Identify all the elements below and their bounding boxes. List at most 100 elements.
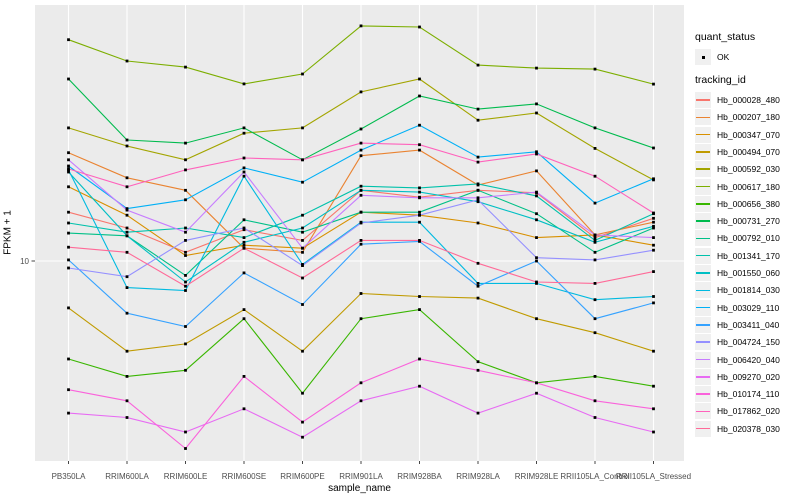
legend-item-label: Hb_001814_030 xyxy=(717,285,780,296)
legend-item-Hb_001341_170: Hb_001341_170 xyxy=(695,247,780,264)
legend-item-Hb_001814_030: Hb_001814_030 xyxy=(695,282,780,299)
data-point xyxy=(359,24,363,28)
data-point xyxy=(301,264,304,267)
legend-item-Hb_000792_010: Hb_000792_010 xyxy=(695,230,780,247)
legend-item-Hb_000347_070: Hb_000347_070 xyxy=(695,126,780,143)
legend-line-icon xyxy=(696,341,710,343)
legend-line-icon xyxy=(696,358,710,361)
legend-line-icon xyxy=(696,116,710,119)
x-tick-label: RRIM901LA xyxy=(339,472,383,481)
data-point xyxy=(301,158,304,162)
data-point xyxy=(418,94,421,98)
data-point xyxy=(242,240,246,244)
data-point xyxy=(476,360,480,364)
data-point xyxy=(652,236,655,239)
legend-item-Hb_000494_070: Hb_000494_070 xyxy=(695,143,780,160)
data-point xyxy=(593,239,597,242)
legend-key-swatch xyxy=(695,230,711,247)
data-point xyxy=(67,306,70,310)
data-point xyxy=(359,90,363,94)
data-point xyxy=(184,430,187,434)
data-point xyxy=(184,230,187,234)
data-point xyxy=(593,67,597,71)
data-point xyxy=(359,188,363,192)
data-point xyxy=(535,150,538,154)
data-point xyxy=(242,228,246,232)
data-point xyxy=(652,295,655,298)
data-point xyxy=(67,158,70,162)
data-point xyxy=(593,331,597,335)
data-point xyxy=(184,226,187,230)
data-point xyxy=(242,236,246,239)
legend-item-Hb_020378_030: Hb_020378_030 xyxy=(695,420,780,437)
legend-item-Hb_001550_060: Hb_001550_060 xyxy=(695,265,780,281)
legend-key-swatch xyxy=(695,265,711,281)
data-point xyxy=(184,168,187,172)
data-point xyxy=(418,295,421,298)
legend-key-swatch xyxy=(695,213,711,230)
legend-line-icon xyxy=(696,151,710,153)
data-point xyxy=(301,126,304,130)
data-point xyxy=(184,325,187,328)
data-point xyxy=(242,170,246,174)
data-point xyxy=(301,239,304,242)
data-point xyxy=(242,218,246,222)
data-point xyxy=(535,194,538,198)
data-point xyxy=(476,188,480,192)
data-point xyxy=(652,224,655,228)
data-point xyxy=(184,280,187,284)
data-point xyxy=(593,240,597,244)
legend-key-swatch xyxy=(695,92,711,108)
data-point xyxy=(593,236,597,239)
data-point xyxy=(125,213,129,217)
data-point xyxy=(184,239,187,242)
data-point xyxy=(652,243,655,247)
data-point xyxy=(125,138,129,142)
legend-item-Hb_017862_020: Hb_017862_020 xyxy=(695,403,780,420)
data-point xyxy=(535,212,538,216)
x-axis-title: sample_name xyxy=(328,483,391,494)
data-point xyxy=(418,186,421,190)
data-point xyxy=(242,317,246,321)
legend-key-swatch xyxy=(695,351,711,368)
data-point xyxy=(593,399,597,403)
point-marker-icon xyxy=(701,55,705,59)
data-point xyxy=(652,270,655,273)
legend-key-swatch xyxy=(695,178,711,195)
data-point xyxy=(593,126,597,130)
y-tick-label: 10 xyxy=(20,257,29,266)
y-axis-title: FPKM + 1 xyxy=(2,210,14,255)
legend-title-quant-status: quant_status xyxy=(695,31,756,43)
data-point xyxy=(593,233,597,237)
data-point xyxy=(67,38,70,42)
legend-line-icon xyxy=(696,324,710,326)
data-point xyxy=(184,250,187,254)
data-point xyxy=(476,107,480,111)
data-point xyxy=(476,282,480,285)
data-point xyxy=(301,72,304,76)
data-point xyxy=(184,342,187,346)
legend-key-swatch xyxy=(695,420,711,437)
data-point xyxy=(67,167,70,171)
data-point xyxy=(476,284,480,288)
legend-line-icon xyxy=(696,220,710,222)
data-point xyxy=(476,368,480,372)
data-point xyxy=(184,289,187,292)
legend-line-icon xyxy=(696,237,710,240)
legend: quant_status OK tracking_id Hb_000028_48… xyxy=(693,0,800,500)
legend-line-icon xyxy=(696,306,710,309)
legend-item-ok: OK xyxy=(695,49,729,65)
legend-key-swatch xyxy=(695,282,711,299)
data-point xyxy=(359,193,363,197)
data-point xyxy=(535,102,538,106)
data-point xyxy=(535,236,538,239)
data-point xyxy=(593,416,597,419)
data-point xyxy=(359,210,363,214)
legend-item-Hb_009270_020: Hb_009270_020 xyxy=(695,368,780,385)
data-point xyxy=(125,375,129,378)
legend-item-label: Hb_000494_070 xyxy=(717,146,780,157)
data-point xyxy=(359,127,363,131)
x-tick-label: RRIM600LA xyxy=(105,472,149,481)
legend-title-tracking-id: tracking_id xyxy=(695,74,746,86)
data-point xyxy=(476,198,480,202)
